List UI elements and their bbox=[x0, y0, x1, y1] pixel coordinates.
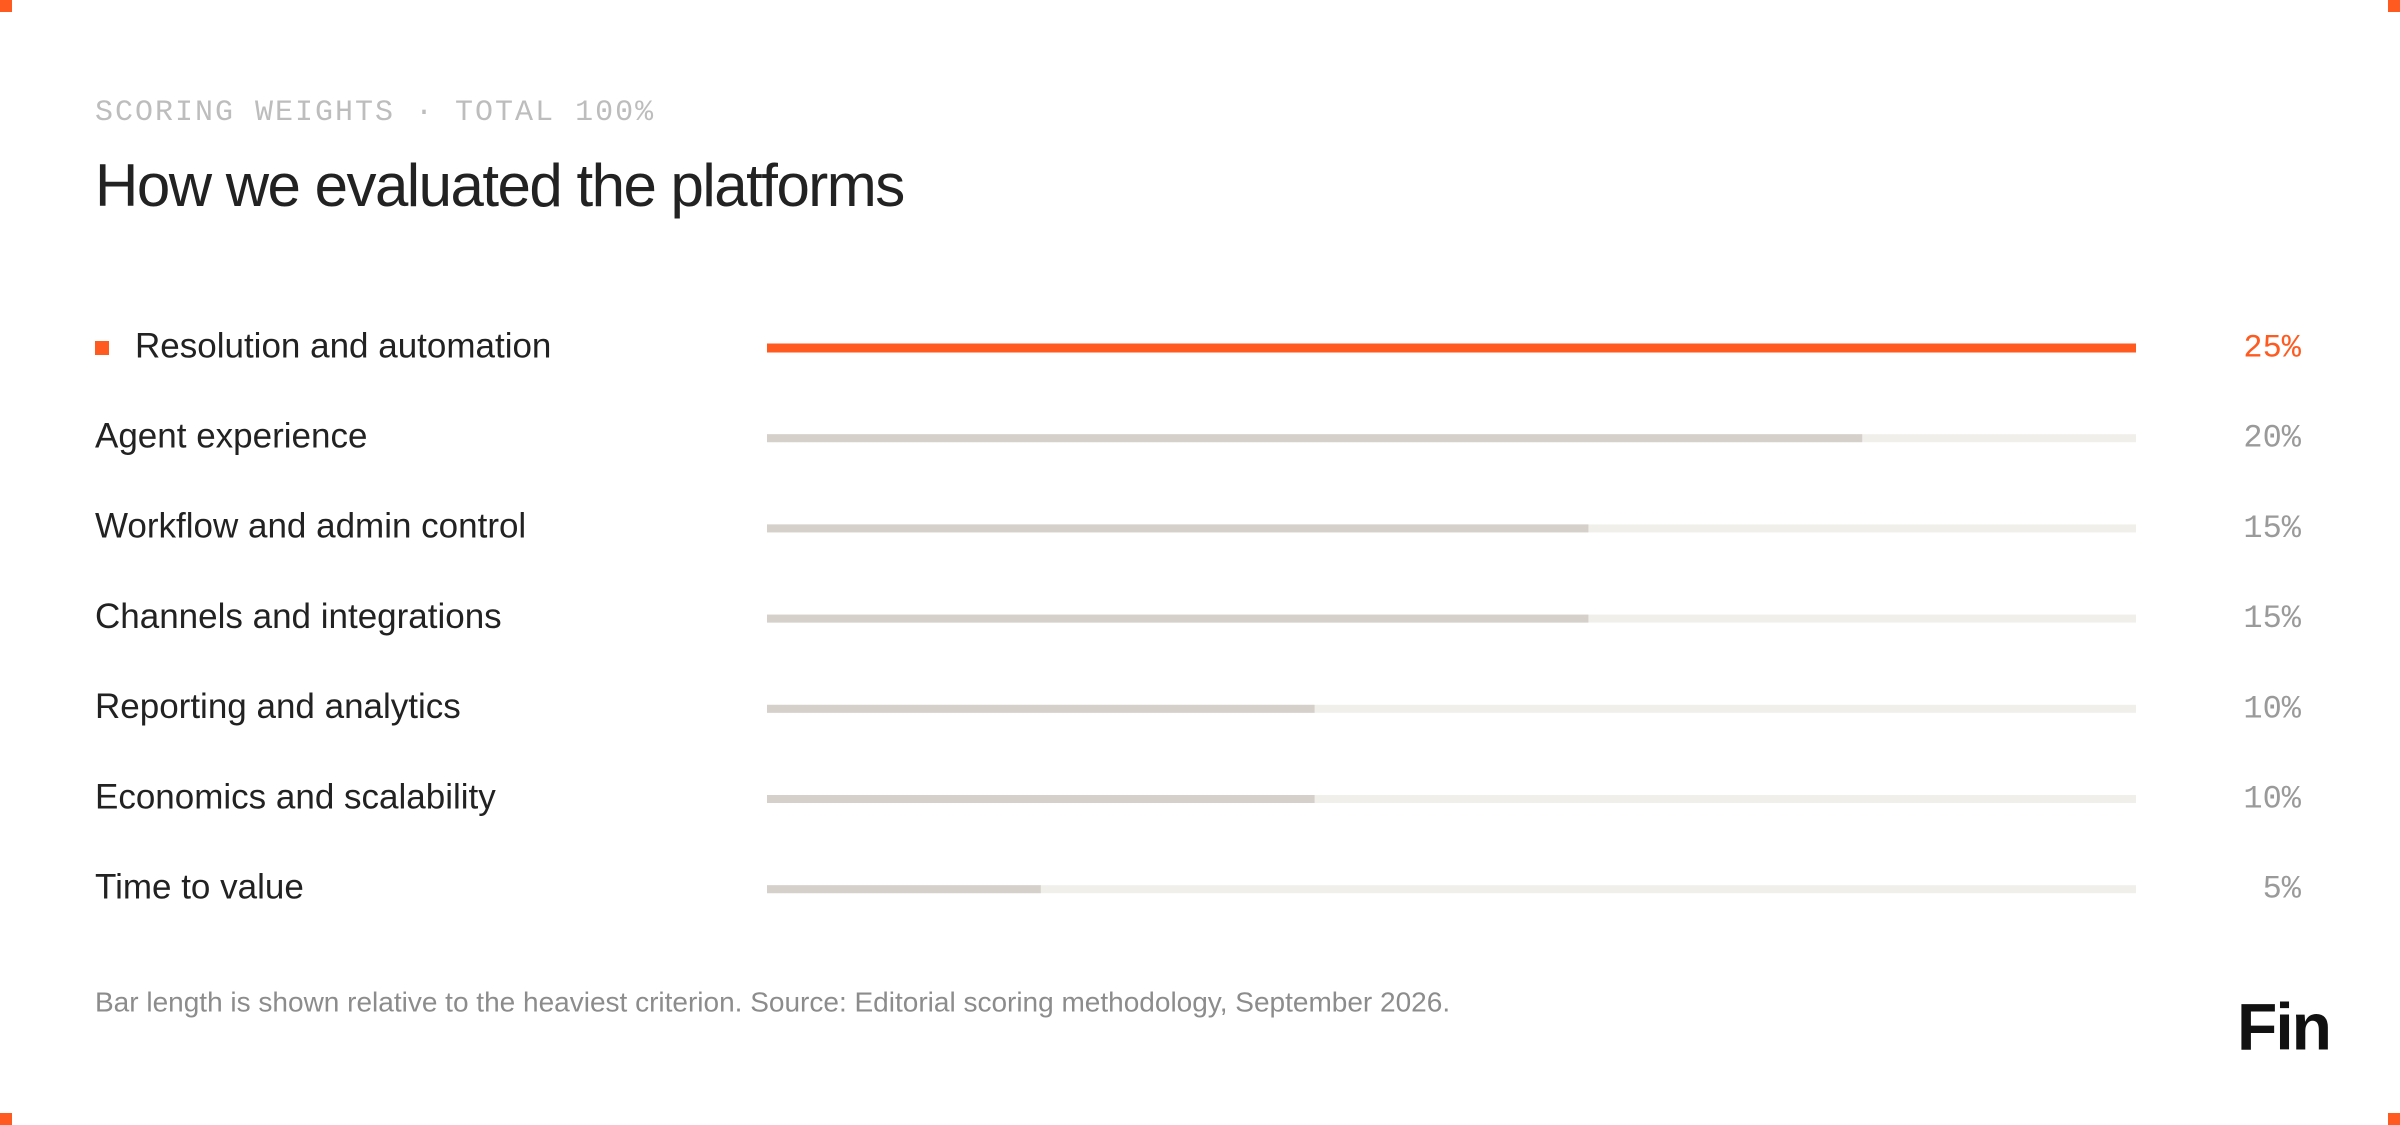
note: Bar length is shown relative to the heav… bbox=[95, 986, 1450, 1017]
bar-track bbox=[767, 885, 2136, 894]
value-label: 10% bbox=[2243, 690, 2301, 727]
value-label: 15% bbox=[2243, 510, 2301, 547]
logo: Fin bbox=[2237, 989, 2330, 1063]
bar-track bbox=[767, 704, 2136, 713]
bar bbox=[767, 614, 1589, 623]
value-label: 5% bbox=[2263, 871, 2302, 908]
corner-mark bbox=[2388, 1113, 2400, 1125]
value-label: 20% bbox=[2243, 420, 2301, 457]
bar-track bbox=[767, 795, 2136, 803]
corner-mark bbox=[0, 1113, 12, 1125]
bar bbox=[767, 343, 2136, 353]
category-label: Economics and scalability bbox=[95, 777, 496, 816]
corner-mark bbox=[0, 0, 12, 12]
category-label: Agent experience bbox=[95, 416, 367, 455]
category-label: Time to value bbox=[95, 867, 304, 906]
corner-mark bbox=[2388, 0, 2400, 12]
value-label: 10% bbox=[2243, 780, 2301, 817]
bar bbox=[767, 885, 1041, 894]
value-label: 25% bbox=[2243, 329, 2301, 366]
bar bbox=[767, 434, 1863, 443]
bar bbox=[767, 795, 1315, 803]
category-label: Channels and integrations bbox=[95, 597, 502, 636]
bar bbox=[767, 524, 1589, 533]
value-label: 15% bbox=[2243, 600, 2301, 637]
category-label: Workflow and admin control bbox=[95, 507, 526, 546]
category-label: Resolution and automation bbox=[135, 326, 551, 365]
category-label: Reporting and analytics bbox=[95, 687, 461, 726]
highlight-marker bbox=[95, 341, 109, 355]
eyebrow: SCORING WEIGHTS · TOTAL 100% bbox=[95, 96, 655, 130]
bar bbox=[767, 704, 1315, 713]
chart-title: How we evaluated the platforms bbox=[95, 152, 904, 219]
